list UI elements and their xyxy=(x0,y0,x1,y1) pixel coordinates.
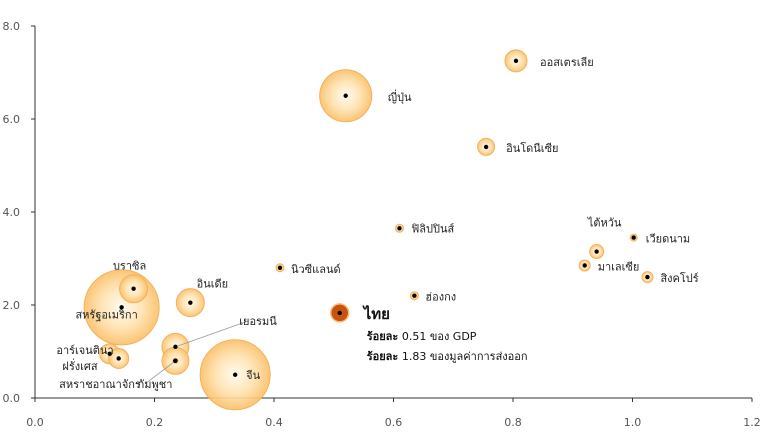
label-เยอรมนี: เยอรมนี xyxy=(239,315,277,328)
y-tick-label: 8.0 xyxy=(3,20,21,33)
x-tick-label: 1.2 xyxy=(743,416,761,429)
dot-อาร์เจนตินา xyxy=(107,351,112,357)
label-อาร์เจนตินา: อาร์เจนตินา xyxy=(56,344,113,357)
dot-สหรัฐอเมริกา xyxy=(119,305,124,310)
label-มาเลเซีย: มาเลเซีย xyxy=(598,260,640,273)
dot-บราซิล xyxy=(131,286,136,291)
label-ฝรั่งเศส: ฝรั่งเศส xyxy=(62,358,97,373)
label-กัมพูชา: กัมพูชา xyxy=(138,378,173,391)
axis-ticks: 0.0 0.2 0.4 0.6 0.8 1.0 1.2 0.0 2.0 4.0 6.0 8.0 xyxy=(3,20,761,429)
y-tick-label: 6.0 xyxy=(3,113,21,126)
dot-ฟิลิปปินส์ xyxy=(397,226,402,231)
dot-จีน xyxy=(232,372,238,377)
dot-มาเลเซีย xyxy=(582,263,587,268)
annotation-exports-prefix: ร้อยละ xyxy=(367,350,399,363)
label-thailand: ไทย xyxy=(362,304,390,323)
label-อินโดนีเซีย: อินโดนีเซีย xyxy=(506,141,559,155)
label-นิวซีแลนด์: นิวซีแลนด์ xyxy=(291,263,341,276)
y-tick-label: 0.0 xyxy=(3,392,21,405)
x-tick-label: 1.0 xyxy=(624,416,642,429)
label-ฮ่องกง: ฮ่องกง xyxy=(425,291,456,304)
dot-เยอรมนี xyxy=(173,344,178,350)
label-ออสเตรเลีย: ออสเตรเลีย xyxy=(540,56,594,69)
label-เวียดนาม: เวียดนาม xyxy=(646,233,690,246)
x-tick-label: 0.8 xyxy=(504,416,522,429)
leader-กัมพูชา xyxy=(144,360,176,385)
annotation-gdp: ร้อยละ 0.51 ของ GDP xyxy=(367,330,477,343)
dot-เวียดนาม xyxy=(631,235,636,240)
annotation-gdp-text: 0.51 ของ GDP xyxy=(398,330,476,343)
dot-อินโดนีเซีย xyxy=(483,144,489,150)
highlight-group: ไทย ร้อยละ 0.51 ของ GDP ร้อยละ 1.83 ของม… xyxy=(329,303,528,363)
leader-lines xyxy=(144,320,249,385)
leader-เยอรมนี xyxy=(175,320,249,348)
annotation-exports: ร้อยละ 1.83 ของมูลค่าการส่งออก xyxy=(367,350,528,363)
label-อินเดีย: อินเดีย xyxy=(196,278,228,291)
label-สิงคโปร์: สิงคโปร์ xyxy=(660,271,699,285)
label-สหรัฐอเมริกา: สหรัฐอเมริกา xyxy=(75,308,137,321)
dot-ฝรั่งเศส xyxy=(116,356,121,361)
x-tick-label: 0.4 xyxy=(265,416,283,429)
dot-ญี่ปุ่น xyxy=(343,93,348,98)
dot-ไต้หวัน xyxy=(594,249,599,254)
label-ญี่ปุ่น: ญี่ปุ่น xyxy=(388,89,412,104)
dot-กัมพูชา xyxy=(173,358,178,363)
dot-ออสเตรเลีย xyxy=(513,58,519,64)
dot-สิงคโปร์ xyxy=(645,274,650,280)
dot-layer xyxy=(107,58,650,377)
y-tick-label: 2.0 xyxy=(3,299,21,312)
annotation-gdp-prefix: ร้อยละ xyxy=(367,330,399,343)
label-บราซิล: บราซิล xyxy=(113,260,146,273)
label-สหราชอาณาจักร: สหราชอาณาจักร xyxy=(59,378,141,391)
x-tick-label: 0.6 xyxy=(385,416,403,429)
label-ไต้หวัน: ไต้หวัน xyxy=(587,217,622,230)
label-layer: ออสเตรเลียญี่ปุ่นอินโดนีเซียฟิลิปปินส์ ไต… xyxy=(56,56,698,391)
dot-นิวซีแลนด์ xyxy=(277,265,283,270)
dot-อินเดีย xyxy=(188,300,193,305)
x-tick-label: 0.2 xyxy=(146,416,164,429)
x-tick-label: 0.0 xyxy=(26,416,44,429)
dot-ฮ่องกง xyxy=(412,293,417,298)
label-ฟิลิปปินส์: ฟิลิปปินส์ xyxy=(411,222,455,235)
label-จีน: จีน xyxy=(246,369,261,382)
y-tick-label: 4.0 xyxy=(3,206,21,219)
dot-thailand xyxy=(337,310,342,316)
annotation-exports-text: 1.83 ของมูลค่าการส่งออก xyxy=(398,350,527,363)
